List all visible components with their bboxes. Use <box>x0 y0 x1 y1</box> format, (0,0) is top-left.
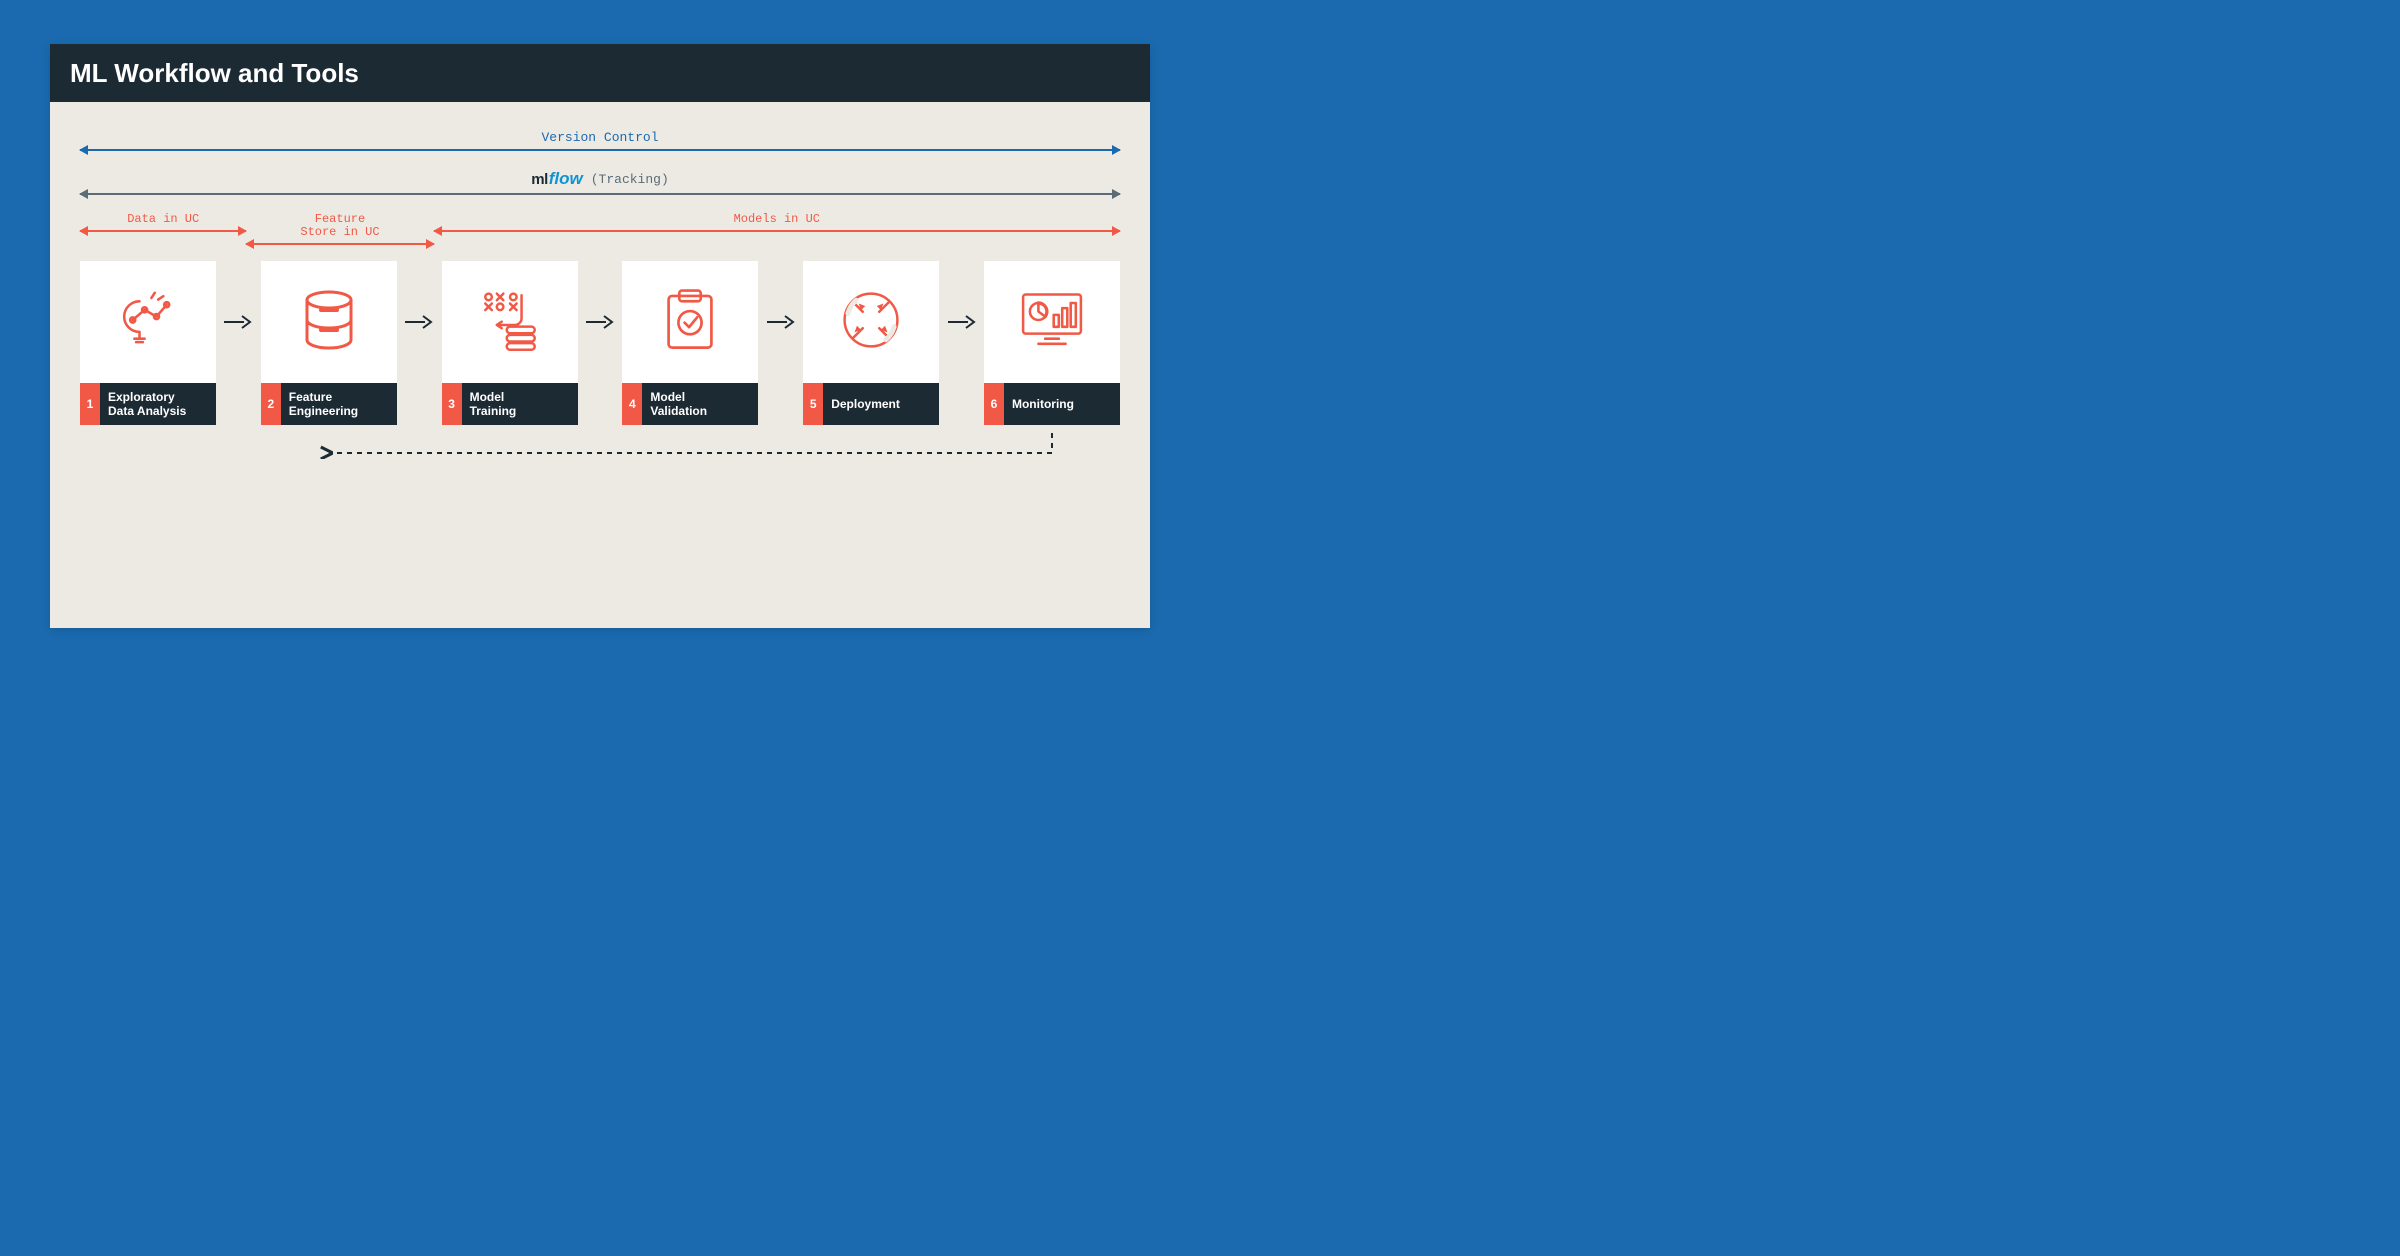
step-number: 1 <box>80 383 100 425</box>
step-text: Deployment <box>823 383 939 425</box>
step-text: ModelTraining <box>462 383 578 425</box>
mlflow-arrow <box>80 193 1120 195</box>
lightbulb-chart-icon <box>114 286 182 359</box>
uc-segment-label: Data in UC <box>80 213 246 226</box>
uc-segment-1: Feature Store in UC <box>246 213 433 245</box>
mlflow-span: mlflow (Tracking) <box>80 169 1120 195</box>
monitoring-icon <box>1018 289 1086 356</box>
step-label: 4 ModelValidation <box>622 383 758 425</box>
step-number: 6 <box>984 383 1004 425</box>
step-label: 6 Monitoring <box>984 383 1120 425</box>
step-number: 3 <box>442 383 462 425</box>
step-icon-box <box>803 261 939 383</box>
clipboard-check-icon <box>663 287 717 358</box>
workflow-step-3: 3 ModelTraining <box>442 261 578 425</box>
step-number: 4 <box>622 383 642 425</box>
uc-segment-arrow <box>434 230 1120 232</box>
workflow-step-5: 5 Deployment <box>803 261 939 425</box>
step-connector <box>216 261 261 383</box>
uc-segment-label: Models in UC <box>434 213 1120 226</box>
step-icon-box <box>984 261 1120 383</box>
diagram-content: Version Control mlflow (Tracking) Data i… <box>50 102 1150 493</box>
diagram-card: ML Workflow and Tools Version Control ml… <box>50 44 1150 628</box>
step-text: Monitoring <box>1004 383 1120 425</box>
workflow-steps: 1 ExploratoryData Analysis 2 FeatureEngi… <box>80 261 1120 425</box>
deploy-icon <box>838 287 904 358</box>
version-control-span: Version Control <box>80 130 1120 151</box>
feedback-arrow <box>80 433 1120 473</box>
feedback-loop <box>80 433 1120 473</box>
workflow-step-6: 6 Monitoring <box>984 261 1120 425</box>
database-icon <box>299 288 359 357</box>
workflow-step-2: 2 FeatureEngineering <box>261 261 397 425</box>
step-label: 5 Deployment <box>803 383 939 425</box>
uc-segment-arrow <box>246 243 433 245</box>
mlflow-flow-text: flow <box>549 169 583 189</box>
step-connector <box>578 261 623 383</box>
mlflow-label: mlflow (Tracking) <box>80 169 1120 189</box>
uc-segment-2: Models in UC <box>434 213 1120 245</box>
step-connector <box>758 261 803 383</box>
step-label: 2 FeatureEngineering <box>261 383 397 425</box>
mlflow-tracking-text: (Tracking) <box>591 172 669 187</box>
uc-segment-arrow <box>80 230 246 232</box>
step-text: ExploratoryData Analysis <box>100 383 216 425</box>
step-number: 2 <box>261 383 281 425</box>
header-bar: ML Workflow and Tools <box>50 44 1150 102</box>
uc-segment-0: Data in UC <box>80 213 246 245</box>
mlflow-logo: mlflow <box>531 169 583 189</box>
workflow-step-1: 1 ExploratoryData Analysis <box>80 261 216 425</box>
uc-segment-label: Feature Store in UC <box>246 213 433 239</box>
step-connector <box>939 261 984 383</box>
workflow-step-4: 4 ModelValidation <box>622 261 758 425</box>
step-icon-box <box>80 261 216 383</box>
step-icon-box <box>261 261 397 383</box>
version-control-arrow <box>80 149 1120 151</box>
step-number: 5 <box>803 383 823 425</box>
step-icon-box <box>442 261 578 383</box>
step-label: 1 ExploratoryData Analysis <box>80 383 216 425</box>
uc-spans-row: Data in UCFeature Store in UCModels in U… <box>80 213 1120 245</box>
step-label: 3 ModelTraining <box>442 383 578 425</box>
step-connector <box>397 261 442 383</box>
training-icon <box>477 287 543 358</box>
version-control-label: Version Control <box>80 130 1120 145</box>
mlflow-ml-text: ml <box>531 171 548 188</box>
step-text: ModelValidation <box>642 383 758 425</box>
step-text: FeatureEngineering <box>281 383 397 425</box>
page-title: ML Workflow and Tools <box>70 58 359 89</box>
step-icon-box <box>622 261 758 383</box>
